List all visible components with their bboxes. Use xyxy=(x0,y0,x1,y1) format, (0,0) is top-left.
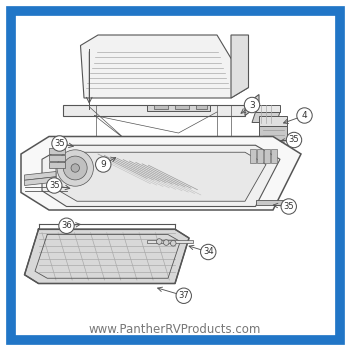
Circle shape xyxy=(244,97,260,113)
Polygon shape xyxy=(25,172,56,180)
Bar xyxy=(264,149,270,163)
Text: 36: 36 xyxy=(61,221,72,230)
Polygon shape xyxy=(63,105,245,116)
Circle shape xyxy=(286,132,302,148)
Bar xyxy=(257,149,262,163)
Polygon shape xyxy=(256,199,290,205)
Polygon shape xyxy=(196,105,206,108)
Bar xyxy=(49,162,65,168)
Text: www.PantherRVProducts.com: www.PantherRVProducts.com xyxy=(89,323,261,336)
Bar xyxy=(250,149,256,163)
Circle shape xyxy=(297,108,312,123)
Text: 3: 3 xyxy=(249,100,255,110)
Polygon shape xyxy=(80,35,248,98)
Circle shape xyxy=(52,136,67,151)
Polygon shape xyxy=(147,105,210,111)
Polygon shape xyxy=(154,105,168,108)
Polygon shape xyxy=(56,152,266,201)
Polygon shape xyxy=(231,35,248,98)
Bar xyxy=(49,148,65,154)
Polygon shape xyxy=(259,116,287,126)
Bar xyxy=(271,149,276,163)
Circle shape xyxy=(201,244,216,260)
Polygon shape xyxy=(25,229,189,284)
Circle shape xyxy=(96,157,111,172)
Circle shape xyxy=(163,240,169,245)
Text: 35: 35 xyxy=(289,135,299,145)
Text: 9: 9 xyxy=(100,160,106,169)
Circle shape xyxy=(176,288,191,303)
Bar xyxy=(49,155,65,161)
Text: 35: 35 xyxy=(284,202,294,211)
Text: 4: 4 xyxy=(302,111,307,120)
Circle shape xyxy=(59,218,74,233)
Text: 35: 35 xyxy=(49,181,60,190)
Polygon shape xyxy=(147,240,193,243)
Polygon shape xyxy=(25,177,56,186)
Polygon shape xyxy=(42,145,280,206)
Polygon shape xyxy=(256,105,280,112)
Polygon shape xyxy=(21,136,301,210)
Circle shape xyxy=(281,199,296,214)
Circle shape xyxy=(63,156,87,180)
Circle shape xyxy=(47,178,62,193)
Text: 34: 34 xyxy=(203,247,214,257)
Text: 35: 35 xyxy=(54,139,65,148)
Polygon shape xyxy=(259,126,287,140)
Text: 37: 37 xyxy=(178,291,189,300)
Circle shape xyxy=(170,240,176,246)
Polygon shape xyxy=(175,105,189,108)
Circle shape xyxy=(156,239,162,244)
Circle shape xyxy=(57,150,93,186)
Circle shape xyxy=(71,164,79,172)
Polygon shape xyxy=(245,94,259,116)
Polygon shape xyxy=(252,112,280,122)
